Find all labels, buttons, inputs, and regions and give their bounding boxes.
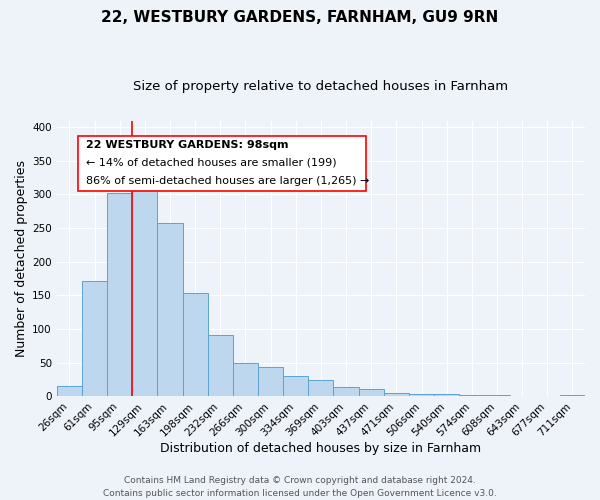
Bar: [258, 367, 283, 396]
Text: 22, WESTBURY GARDENS, FARNHAM, GU9 9RN: 22, WESTBURY GARDENS, FARNHAM, GU9 9RN: [101, 10, 499, 25]
Title: Size of property relative to detached houses in Farnham: Size of property relative to detached ho…: [133, 80, 508, 93]
Bar: [359, 388, 384, 396]
Text: ← 14% of detached houses are smaller (199): ← 14% of detached houses are smaller (19…: [86, 158, 337, 168]
Bar: [308, 380, 334, 396]
X-axis label: Distribution of detached houses by size in Farnham: Distribution of detached houses by size …: [160, 442, 481, 455]
Y-axis label: Number of detached properties: Number of detached properties: [15, 160, 28, 357]
Bar: [182, 294, 208, 396]
Bar: [384, 394, 409, 396]
Bar: [233, 362, 258, 396]
Bar: [283, 376, 308, 396]
Bar: [208, 335, 233, 396]
Bar: [107, 193, 132, 396]
Bar: [132, 174, 157, 396]
Bar: [334, 388, 359, 396]
Text: Contains HM Land Registry data © Crown copyright and database right 2024.
Contai: Contains HM Land Registry data © Crown c…: [103, 476, 497, 498]
Bar: [157, 222, 182, 396]
Bar: [560, 395, 585, 396]
Text: 86% of semi-detached houses are larger (1,265) →: 86% of semi-detached houses are larger (…: [86, 176, 369, 186]
Bar: [57, 386, 82, 396]
Bar: [82, 280, 107, 396]
FancyBboxPatch shape: [78, 136, 366, 191]
Text: 22 WESTBURY GARDENS: 98sqm: 22 WESTBURY GARDENS: 98sqm: [86, 140, 289, 150]
Bar: [409, 394, 434, 396]
Bar: [434, 394, 459, 396]
